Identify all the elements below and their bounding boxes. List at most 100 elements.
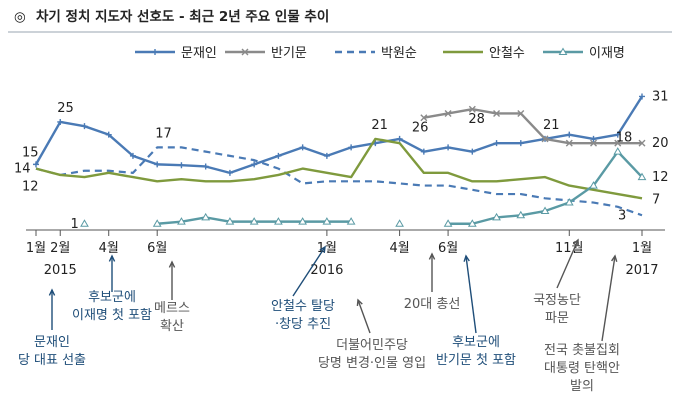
point-moon-10 [275,152,282,159]
point-moon-11 [299,144,306,151]
point-lee-6 [177,217,186,225]
point-moon-24 [614,131,621,138]
point-lee-8 [225,217,235,225]
annotation-arrowhead-5 [428,252,436,260]
data-label-park-peak: 17 [155,126,172,141]
point-moon-16 [420,148,427,155]
series-line-park [35,146,643,217]
series-line-ban [423,108,642,145]
point-lee-2 [80,219,89,227]
annotation-text-6-1: 반기문 첫 포함 [436,353,516,368]
data-labels: 15 25 31 26 28 21 20 14 17 3 12 21 7 1 18 12 [14,89,669,231]
annotation-arrowhead-0 [48,288,56,296]
data-label-lee-end: 12 [652,170,669,185]
point-lee-9 [249,217,259,225]
point-moon-0 [33,161,39,168]
plot-area: 15 25 31 26 28 21 20 14 17 3 12 21 7 1 18 12 [14,89,669,231]
point-lee-20 [516,210,526,219]
legend-label-moon: 문재인 [181,46,217,61]
x-tick-label-0: 1월 [26,241,46,256]
data-label-ban-first: 26 [412,121,429,136]
data-label-lee-peak: 18 [616,131,633,146]
point-ban-19 [493,109,501,117]
data-label-ahn-first: 12 [22,180,39,195]
data-label-moon-peak: 25 [57,101,74,116]
point-moon-6 [178,162,185,169]
data-label-lee-first: 1 [70,217,78,232]
annotation-arrow-6 [465,255,477,334]
annotation-arrowhead-4 [356,298,363,307]
point-moon-3 [105,131,112,138]
point-lee-5 [152,219,162,227]
series-line-moon [34,95,644,175]
annotation-text-3-0: 안철수 탈당 [271,299,335,314]
legend: 문재인 반기문 박원순 안철수 이재명 [135,46,625,61]
series-ban [420,105,646,147]
x-tick-label-5: 4월 [389,241,409,256]
data-label-ahn-end: 7 [652,192,660,207]
year-label-0: 2015 [44,263,77,278]
point-lee-15 [395,219,404,227]
annotation-3: 안철수 탈당 ·창당 추진 [271,245,335,332]
legend-marker-lee [558,47,568,55]
point-lee-17 [443,219,453,227]
x-tick-label-2: 4월 [99,241,119,256]
point-moon-8 [226,169,233,176]
annotation-5: 20대 총선 [404,252,460,312]
year-label-1: 2016 [310,263,343,278]
annotation-text-6-0: 후보군에 [452,335,500,350]
data-label-moon-first: 15 [22,145,39,160]
point-moon-20 [517,140,524,147]
x-tick-label-6: 6월 [438,241,458,256]
annotation-text-4-0: 더불어민주당 [336,338,408,353]
data-label-ban-end: 20 [652,136,669,151]
data-label-moon-end: 31 [652,89,669,104]
point-moon-2 [81,123,88,130]
x-tick-label-3: 6월 [147,241,167,256]
point-lee-25 [637,172,647,181]
point-lee-7 [201,212,211,221]
annotation-arrow-3 [292,246,326,297]
x-tick-label-8: 1월 [632,241,652,256]
point-moon-7 [202,163,209,170]
point-ban-24 [614,139,622,147]
point-moon-5 [154,161,161,168]
point-lee-21 [540,206,550,215]
series-line-ahn [35,137,643,200]
point-moon-12 [323,152,330,159]
point-moon-9 [251,161,258,168]
legend-label-ahn: 안철수 [489,46,525,61]
point-lee-18 [467,219,477,227]
point-moon-22 [566,131,573,138]
series-moon [33,93,645,176]
annotation-text-0-1: 당 대표 선출 [18,353,86,368]
annotation-text-7-1: 파문 [545,311,569,326]
annotation-arrowhead-2 [168,260,176,268]
point-moon-25 [639,93,645,100]
annotation-arrow-8 [601,255,616,342]
legend-marker-ban [241,48,249,56]
point-lee-10 [274,217,283,225]
annotation-arrowhead-6 [463,254,470,262]
annotation-text-0-0: 문재인 [34,335,70,350]
data-label-ban-peak: 28 [468,112,485,127]
series-lee [80,147,647,227]
point-ban-17 [444,109,452,117]
annotation-text-8-1: 대통령 탄핵안 [544,361,620,376]
annotation-text-3-1: ·창당 추진 [275,317,331,332]
annotation-arrowhead-3 [319,245,326,254]
point-moon-19 [493,140,500,147]
point-ban-22 [565,139,573,147]
annotation-arrowhead-7 [572,238,579,247]
annotation-arrow-7 [556,239,579,289]
point-ban-20 [517,109,525,117]
legend-marker-moon [152,49,158,55]
point-lee-11 [298,217,308,225]
